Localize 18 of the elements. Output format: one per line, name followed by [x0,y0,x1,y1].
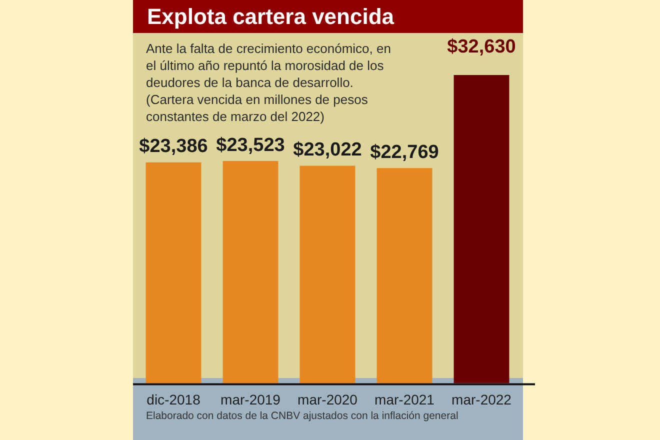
x-tick-label: mar-2020 [298,391,358,408]
bar [454,75,510,384]
chart-subtitle: Ante la falta de crecimiento económico, en el último año repuntó la morosidad de los deudores de la banca de desarrollo. (Cartera vencida en millones de pesos constantes de marzo del 2022) [146,40,392,125]
data-label: $32,630 [447,36,516,58]
x-tick-label: mar-2022 [452,391,512,408]
text: Elaborado con datos de la CNBV ajustados con la inflación general [146,410,460,422]
chart-title: Explota cartera vencida [133,0,523,33]
bar [376,168,432,384]
data-label: $23,386 [139,136,208,158]
data-label: $22,769 [370,142,439,163]
x-tick-label: dic-2018 [146,391,201,408]
bar [146,162,202,384]
x-tick-label: mar-2019 [220,391,281,408]
bar [222,161,278,384]
data-label: $23,523 [216,134,285,156]
data-label: $23,022 [293,139,362,160]
x-tick-label: mar-2021 [374,391,435,408]
bar [300,166,356,384]
